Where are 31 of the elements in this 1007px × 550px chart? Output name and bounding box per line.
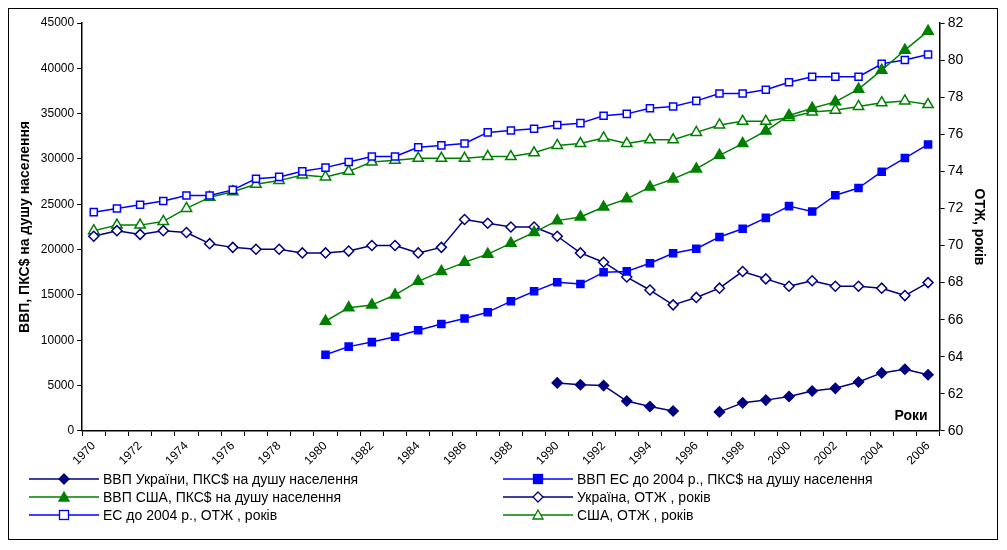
y-tick-label: 20000 [40,241,75,256]
y-tick-label: 0 [67,423,75,438]
y-tick-label: 35000 [40,105,75,120]
y2-tick-label: 76 [947,125,964,142]
y-tick-label: 15000 [40,287,75,302]
y2-tick-label: 68 [947,273,964,290]
y-axis-title: ВВП, ПКС$ на душу населення [16,120,33,333]
y2-tick-label: 82 [947,13,964,30]
y2-tick-label: 80 [947,50,964,67]
y2-axis-title: ОТЖ, років [971,188,988,266]
y2-tick-label: 62 [947,384,964,401]
legend-label: ВВП України, ПКС$ на душу населення [103,471,359,487]
legend-label: ВВП ЕС до 2004 р., ПКС$ на душу населення [577,471,873,487]
y-tick-label: 45000 [40,15,75,30]
y2-tick-label: 72 [947,199,964,216]
x-axis-title: Роки [894,406,928,423]
legend-label: США, ОТЖ , років [577,507,694,523]
y-tick-label: 40000 [40,60,75,75]
y2-tick-label: 74 [947,162,964,179]
y-tick-label: 25000 [40,196,75,211]
legend-label: ЕС до 2004 р., ОТЖ , років [103,507,278,523]
legend-label: ВВП США, ПКС$ на душу населення [103,489,342,505]
y-tick-label: 30000 [40,151,75,166]
y2-tick-label: 78 [947,88,964,105]
y-tick-label: 5000 [47,377,75,392]
y2-tick-label: 70 [947,236,964,253]
y2-tick-label: 60 [947,421,964,438]
legend-label: Україна, ОТЖ , років [577,489,711,505]
y2-tick-label: 66 [947,310,964,327]
y-tick-label: 10000 [40,332,75,347]
y2-tick-label: 64 [947,347,964,364]
